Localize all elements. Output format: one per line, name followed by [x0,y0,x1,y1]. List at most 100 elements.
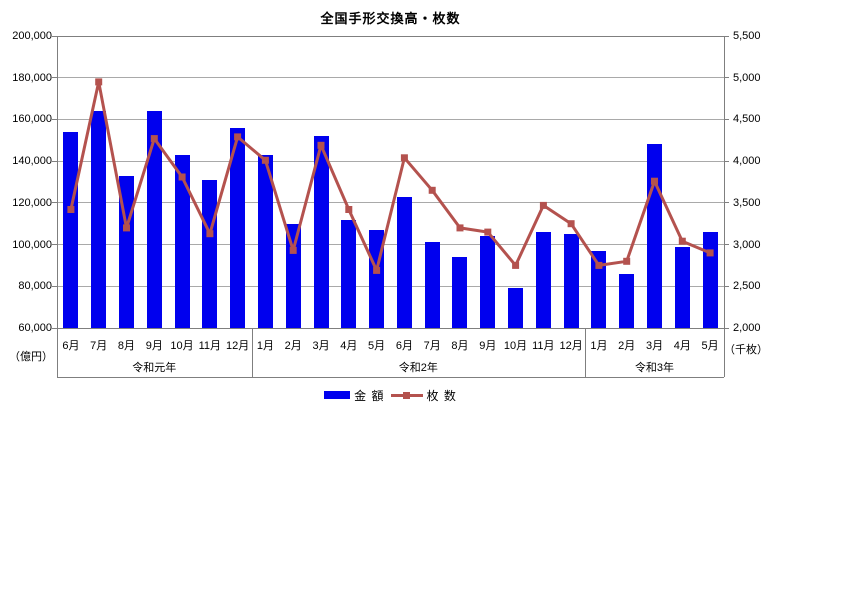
right-axis-line [724,36,725,377]
count-marker [678,237,686,245]
amount-bar [146,111,162,328]
right-axis-tick-label: 5,000 [733,71,761,84]
right-axis-tick [724,202,729,204]
right-axis-tick [724,118,729,120]
gridline [57,244,724,246]
count-marker [484,228,492,236]
count-marker [234,133,242,141]
legend: 金 額 枚 数 [57,386,724,404]
left-axis-tick-label: 100,000 [12,238,52,251]
amount-bar [230,127,246,328]
left-axis-line [57,36,58,377]
month-label: 10月 [170,340,194,352]
count-marker [150,135,158,143]
left-axis-tick [52,327,57,329]
right-axis-tick [724,285,729,287]
month-label: 6月 [62,340,80,352]
plot-area [57,35,724,329]
right-axis-tick-label: 3,000 [733,238,761,251]
right-axis-tick-label: 3,500 [733,196,761,209]
left-axis-tick [52,285,57,287]
axis-label-area-bottom-border [57,377,724,378]
count-marker [623,257,631,265]
legend-count-label: 枚 数 [426,388,457,403]
gridline [57,35,724,37]
month-label: 11月 [532,340,555,352]
right-axis-tick [724,244,729,246]
month-label: 2月 [618,340,636,352]
amount-bar [452,257,468,328]
amount-bar [702,232,718,328]
legend-item-count: 枚 数 [390,387,457,404]
count-marker [261,156,269,164]
right-axis-tick-label: 2,500 [733,280,761,293]
left-axis-tick-label: 60,000 [18,322,52,334]
left-axis-tick-label: 180,000 [12,71,52,84]
month-label: 6月 [395,340,413,352]
amount-bar [674,246,690,328]
count-marker [317,141,325,149]
month-label: 9月 [479,340,497,352]
count-marker [595,261,603,269]
gridline [57,327,724,329]
amount-bar [313,136,329,328]
right-axis-tick [724,327,729,329]
count-marker [428,186,436,194]
left-axis-tick-label: 160,000 [12,113,52,126]
left-axis-tick [52,77,57,79]
count-marker [178,173,186,181]
month-label: 12月 [226,340,250,352]
month-label: 3月 [645,340,664,352]
left-axis-tick-label: 140,000 [12,155,52,168]
count-marker [289,246,297,254]
month-label: 5月 [701,340,719,352]
year-label: 令和3年 [634,362,675,374]
amount-bar [563,234,579,328]
left-axis-tick-label: 120,000 [12,196,52,209]
month-label: 1月 [590,340,608,352]
right-axis-tick-label: 2,000 [733,322,761,334]
month-label: 2月 [284,340,302,352]
month-label: 3月 [312,340,330,352]
count-line-layer [67,78,714,274]
legend-count-swatch [390,391,423,400]
month-label: 8月 [451,340,469,352]
year-divider [251,328,253,377]
left-axis-tick-label: 200,000 [12,30,52,42]
right-axis-tick [724,160,729,162]
right-axis-tick-label: 4,000 [733,155,761,168]
legend-amount-swatch [324,391,351,399]
year-divider [585,328,587,377]
month-label: 8月 [117,340,136,352]
amount-bar [341,219,357,328]
count-marker [706,249,714,257]
amount-bar [508,288,524,328]
month-label: 9月 [145,340,163,352]
count-marker [400,154,408,162]
amount-bar [396,196,412,328]
count-marker [345,206,353,213]
month-label: 7月 [90,340,108,352]
gridline [57,285,724,287]
legend-amount-label: 金 額 [354,388,385,403]
count-marker [95,78,103,86]
count-marker [456,224,464,232]
amount-bar [257,154,273,328]
amount-bar [63,131,79,328]
amount-bar [591,250,607,328]
gridline [57,160,724,162]
count-marker [567,220,575,228]
amount-bar [619,273,635,328]
legend-count-marker-icon [402,391,410,399]
left-axis-tick [52,244,57,246]
year-label: 令和元年 [132,362,177,374]
year-label: 令和2年 [398,362,438,374]
month-label: 4月 [340,340,358,352]
amount-bar [424,242,440,328]
month-label: 1月 [256,340,274,352]
count-marker [651,177,658,185]
amount-bar [535,232,551,328]
right-axis-tick [724,77,729,79]
count-marker [539,201,547,209]
left-axis-tick [52,118,57,120]
